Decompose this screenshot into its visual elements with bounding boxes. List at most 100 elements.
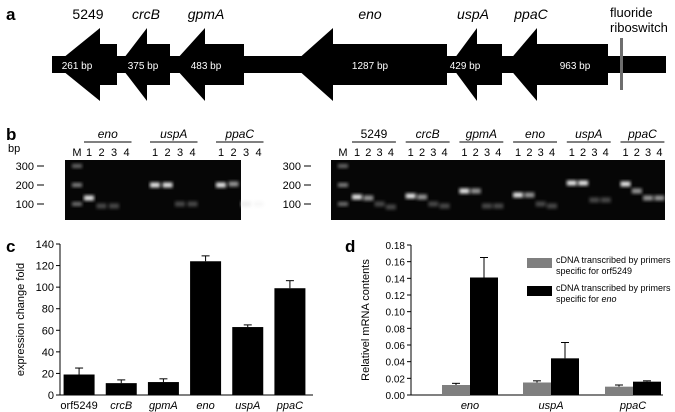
d-ytick-label: 0.18 (386, 241, 406, 252)
d-bar-ppac-series0 (605, 386, 633, 395)
c-bar-uspa (232, 327, 264, 395)
gel-right-ladder-300: 300 (283, 161, 301, 173)
lane-label-3: 3 (177, 147, 183, 159)
gel-band (428, 201, 439, 207)
lane-label-1: 1 (354, 147, 360, 159)
lane-label-3: 3 (645, 147, 651, 159)
gel-group-label-uspa: uspA (575, 127, 602, 141)
c-bar-orf5249 (63, 374, 95, 395)
c-xtick-label-eno: eno (196, 400, 214, 412)
gene-arrow-5249 (55, 28, 117, 101)
lane-label-2: 2 (526, 147, 532, 159)
gene-size-uspa: 429 bp (450, 61, 481, 72)
gel-band (600, 197, 611, 203)
lane-label-2: 2 (419, 147, 425, 159)
lane-label-4: 4 (549, 147, 555, 159)
gel-group-label-ppac: ppaC (224, 127, 254, 141)
d-xtick-label-ppac: ppaC (619, 400, 646, 412)
gel-left-ladder-200: 200 (16, 180, 34, 192)
chart-d: 0.00 0.02 0.04 0.06 0.08 0.10 0.12 0.14 0.16 0.18… (360, 241, 671, 412)
c-bar-ppac (274, 288, 306, 395)
lane-label-2: 2 (230, 147, 236, 159)
gel-left-bp-label: bp (8, 143, 20, 155)
gel-band (363, 195, 374, 201)
gel-band (352, 194, 362, 200)
gel-band (654, 195, 665, 201)
ladder-band (72, 202, 82, 206)
c-ytick-label: 20 (42, 368, 54, 380)
c-ytick-label: 140 (36, 239, 54, 251)
gel-band (513, 192, 524, 198)
c-xtick-label-ppac: ppaC (276, 400, 303, 412)
gel-band (150, 182, 160, 188)
d-bar-ppac-series1 (633, 381, 661, 395)
d-y-axis-label: Relativel mRNA contents (360, 259, 372, 381)
d-bar-uspa-series0 (523, 382, 551, 395)
d-legend-line2-1: specific for eno (556, 294, 617, 304)
gel-band (631, 188, 642, 194)
d-ytick-label: 0.04 (386, 358, 406, 369)
lane-label-4: 4 (189, 147, 195, 159)
lane-label-2: 2 (473, 147, 479, 159)
gene-names: 5249 crcB gpmA eno uspA ppaC (72, 6, 548, 22)
c-ytick-label: 100 (36, 282, 54, 294)
gel-left-ladder-100: 100 (16, 199, 34, 211)
gene-arrow-ppaC (506, 28, 608, 101)
c-xtick-label-orf5249: orf5249 (60, 400, 97, 412)
lane-marker-label: M (72, 147, 81, 159)
lane-label-4: 4 (388, 147, 394, 159)
lane-label-2: 2 (164, 147, 170, 159)
c-ytick-label: 0 (48, 390, 54, 402)
lane-label-4: 4 (255, 147, 261, 159)
gene-arrow-crcB (119, 28, 170, 101)
c-ytick-label: 40 (42, 347, 54, 359)
gel-group-label-eno: eno (98, 127, 118, 141)
gel-group-label-ppac: ppaC (627, 127, 657, 141)
ladder-band (72, 164, 82, 168)
gene-size-5249: 261 bp (62, 61, 93, 72)
gel-band (374, 201, 385, 207)
lane-label-1: 1 (569, 147, 575, 159)
gene-arrow-uspA (450, 28, 502, 101)
gel-band (470, 188, 481, 194)
gene-sizes: 261 bp 375 bp 483 bp 1287 bp 429 bp 963 bp (62, 61, 591, 72)
d-xtick-label-uspa: uspA (538, 400, 563, 412)
lane-label-3: 3 (484, 147, 490, 159)
gene-name-gpma: gpmA (188, 6, 225, 22)
gel-band (385, 204, 396, 210)
gel-band (643, 195, 654, 201)
gene-name-crcb: crcB (132, 6, 160, 22)
d-ytick-label: 0.08 (386, 324, 406, 335)
gene-name-uspa: uspA (457, 6, 489, 22)
gel-group-label-5249: 5249 (361, 127, 388, 141)
gel-band (417, 194, 427, 200)
lane-label-1: 1 (622, 147, 628, 159)
gel-right-image (331, 160, 665, 220)
lane-label-1: 1 (152, 147, 158, 159)
c-xtick-label-crcb: crcB (110, 400, 132, 412)
panel-label-b: b (6, 125, 16, 144)
gel-right-ladder-200: 200 (283, 180, 301, 192)
d-bar-uspa-series1 (551, 358, 579, 395)
gel-band (175, 201, 185, 207)
gel-band (241, 201, 251, 207)
lane-label-4: 4 (442, 147, 448, 159)
lane-label-3: 3 (430, 147, 436, 159)
gel-band (482, 203, 492, 209)
gel-band (547, 203, 557, 209)
ladder-band (338, 164, 348, 168)
d-xtick-label-eno: eno (461, 400, 479, 412)
gel-band (187, 201, 198, 207)
c-ytick-label: 120 (36, 261, 54, 273)
lane-marker-label: M (338, 147, 347, 159)
gel-band (162, 182, 173, 188)
d-legend-swatch-0 (527, 258, 552, 268)
panel-label-d: d (345, 237, 355, 256)
gene-name-ppac: ppaC (513, 6, 548, 22)
lane-label-4: 4 (123, 147, 129, 159)
gel-band (524, 192, 535, 198)
panel-label-c: c (6, 237, 15, 256)
gel-band (578, 180, 589, 186)
gel-band (228, 181, 239, 187)
d-legend-swatch-1 (527, 286, 552, 296)
